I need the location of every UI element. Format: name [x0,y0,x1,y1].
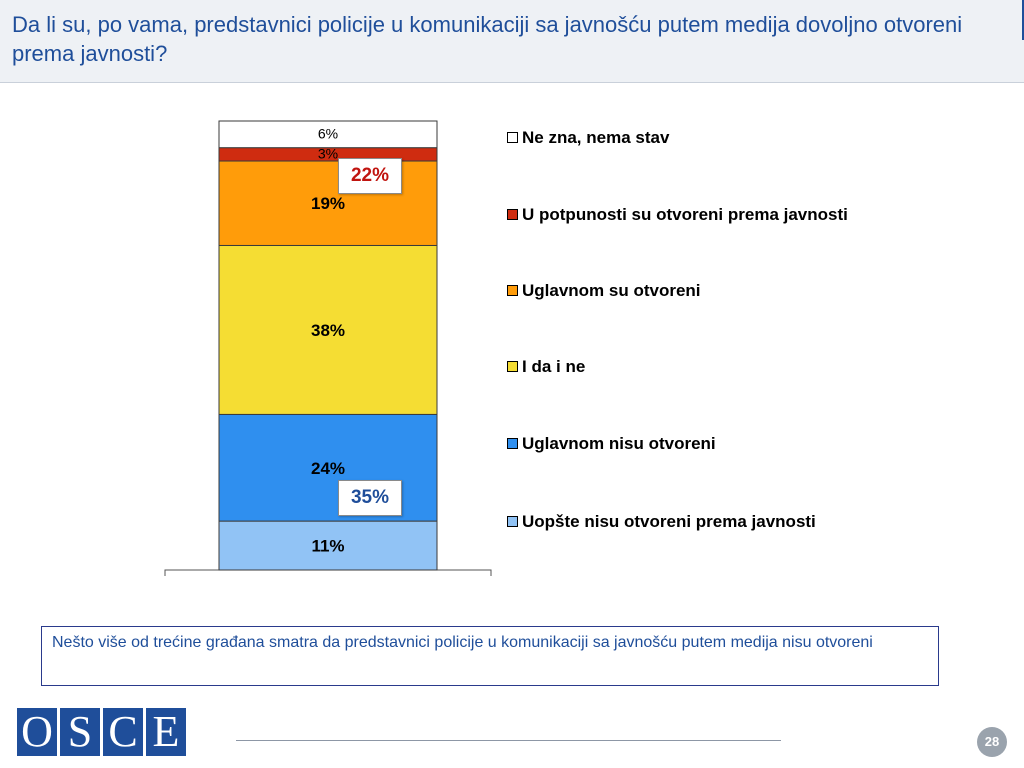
slide-header: Da li su, po vama, predstavnici policije… [0,0,1024,83]
legend-label: Uglavnom nisu otvoreni [522,434,716,453]
bar-segment [218,520,438,571]
bar-data-label: 38% [311,321,345,340]
legend-label: U potpunosti su otvoreni prema javnosti [522,205,848,224]
footer-divider [236,740,781,741]
legend-item: I da i ne [507,355,867,378]
legend-item: Uglavnom su otvoreni [507,279,867,302]
legend-swatch [507,361,518,372]
not-open-total-callout: 35% [338,480,402,516]
legend-swatch [507,438,518,449]
bar-data-label: 24% [311,459,345,478]
legend-item: Ne zna, nema stav [507,126,867,149]
bar-data-label: 19% [311,194,345,213]
legend-swatch [507,516,518,527]
bar-data-label: 6% [318,125,338,141]
bar-data-label: 3% [318,145,338,161]
legend-label: Ne zna, nema stav [522,128,670,147]
legend-label: I da i ne [522,357,586,376]
logo-letter: O [17,708,57,756]
bar-data-label: 11% [311,537,344,556]
x-axis-baseline [164,569,492,576]
open-total-callout: 22% [338,158,402,194]
bar-segment [218,120,438,149]
page-number: 28 [977,727,1007,757]
legend-item: Uopšte nisu otvoreni prema javnosti [507,510,867,533]
legend-swatch [507,285,518,296]
legend-swatch [507,132,518,143]
summary-note: Nešto više od trećine građana smatra da … [41,626,939,686]
legend-label: Uopšte nisu otvoreni prema javnosti [522,512,816,531]
header-accent-rule [1022,0,1024,40]
logo-letter: C [103,708,143,756]
bar-segment [218,244,438,415]
legend-swatch [507,209,518,220]
logo-letter: E [146,708,186,756]
legend-item: U potpunosti su otvoreni prema javnosti [507,203,867,226]
osce-logo: O S C E [17,708,186,756]
legend-label: Uglavnom su otvoreni [522,281,701,300]
logo-letter: S [60,708,100,756]
slide-title: Da li su, po vama, predstavnici policije… [12,12,963,66]
legend-item: Uglavnom nisu otvoreni [507,432,867,455]
